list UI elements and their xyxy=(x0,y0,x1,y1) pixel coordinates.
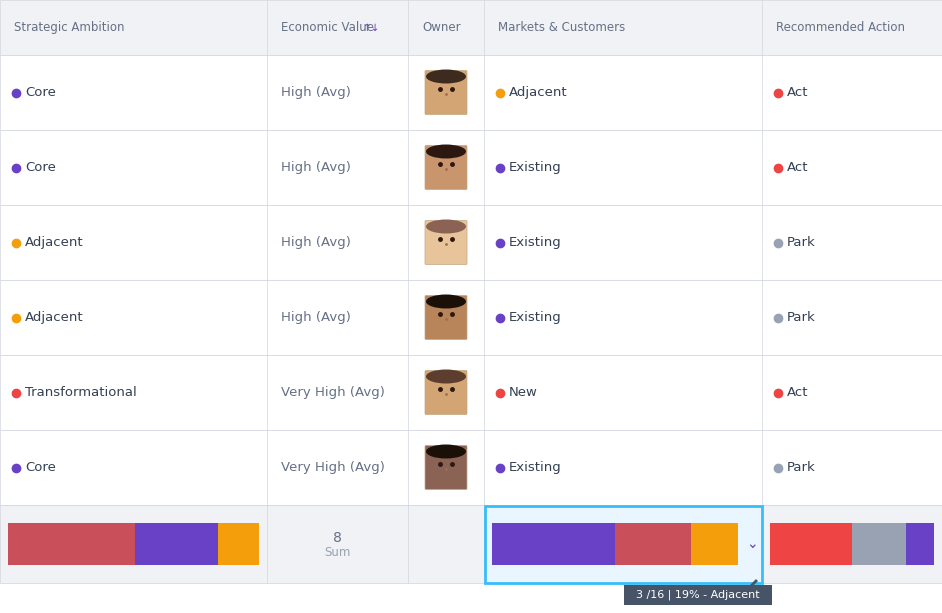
Bar xyxy=(0,130,942,205)
Bar xyxy=(8,523,135,565)
Text: Owner: Owner xyxy=(422,21,461,34)
Ellipse shape xyxy=(426,145,466,159)
Text: Sum: Sum xyxy=(324,546,350,558)
Bar xyxy=(0,355,942,430)
Ellipse shape xyxy=(426,444,466,459)
FancyBboxPatch shape xyxy=(425,145,467,189)
Text: New: New xyxy=(509,386,538,399)
Text: Very High (Avg): Very High (Avg) xyxy=(281,461,385,474)
Text: Economic Value: Economic Value xyxy=(281,21,374,34)
Bar xyxy=(624,585,772,605)
Bar xyxy=(484,506,761,582)
Text: Strategic Ambition: Strategic Ambition xyxy=(14,21,124,34)
Text: ⌄: ⌄ xyxy=(746,537,757,551)
Text: Adjacent: Adjacent xyxy=(25,311,84,324)
Bar xyxy=(0,55,942,130)
Text: Existing: Existing xyxy=(509,311,561,324)
Text: High (Avg): High (Avg) xyxy=(281,236,350,249)
Bar xyxy=(0,0,942,55)
Text: Act: Act xyxy=(787,386,808,399)
FancyBboxPatch shape xyxy=(425,221,467,264)
Text: Existing: Existing xyxy=(509,161,561,174)
Text: Park: Park xyxy=(787,311,816,324)
Bar xyxy=(0,205,942,280)
Bar xyxy=(852,523,906,565)
Text: Park: Park xyxy=(787,236,816,249)
Text: Core: Core xyxy=(25,161,56,174)
FancyBboxPatch shape xyxy=(425,295,467,340)
Bar xyxy=(0,280,942,355)
Text: Adjacent: Adjacent xyxy=(25,236,84,249)
FancyBboxPatch shape xyxy=(425,370,467,414)
Bar xyxy=(135,523,218,565)
FancyBboxPatch shape xyxy=(425,70,467,115)
Bar xyxy=(770,523,852,565)
Text: Existing: Existing xyxy=(509,236,561,249)
Ellipse shape xyxy=(426,69,466,83)
Bar xyxy=(0,505,942,583)
Ellipse shape xyxy=(426,370,466,384)
Ellipse shape xyxy=(426,219,466,234)
Text: ↑↓: ↑↓ xyxy=(363,23,381,32)
FancyBboxPatch shape xyxy=(425,446,467,490)
Text: High (Avg): High (Avg) xyxy=(281,161,350,174)
Text: High (Avg): High (Avg) xyxy=(281,86,350,99)
Bar xyxy=(615,523,691,565)
Bar xyxy=(906,523,934,565)
Text: Existing: Existing xyxy=(509,461,561,474)
Ellipse shape xyxy=(426,294,466,308)
Bar xyxy=(484,505,762,583)
Text: Adjacent: Adjacent xyxy=(509,86,568,99)
Text: Act: Act xyxy=(787,86,808,99)
Bar xyxy=(218,523,259,565)
Text: Very High (Avg): Very High (Avg) xyxy=(281,386,385,399)
Text: Act: Act xyxy=(787,161,808,174)
Bar xyxy=(0,430,942,505)
Bar xyxy=(492,523,615,565)
Text: Transformational: Transformational xyxy=(25,386,137,399)
Text: Markets & Customers: Markets & Customers xyxy=(498,21,625,34)
Text: Core: Core xyxy=(25,461,56,474)
Text: 3 /16 | 19% - Adjacent: 3 /16 | 19% - Adjacent xyxy=(636,590,760,600)
Text: Recommended Action: Recommended Action xyxy=(776,21,905,34)
Text: 8: 8 xyxy=(333,531,342,545)
Text: High (Avg): High (Avg) xyxy=(281,311,350,324)
Bar xyxy=(691,523,738,565)
Text: Core: Core xyxy=(25,86,56,99)
Text: Park: Park xyxy=(787,461,816,474)
